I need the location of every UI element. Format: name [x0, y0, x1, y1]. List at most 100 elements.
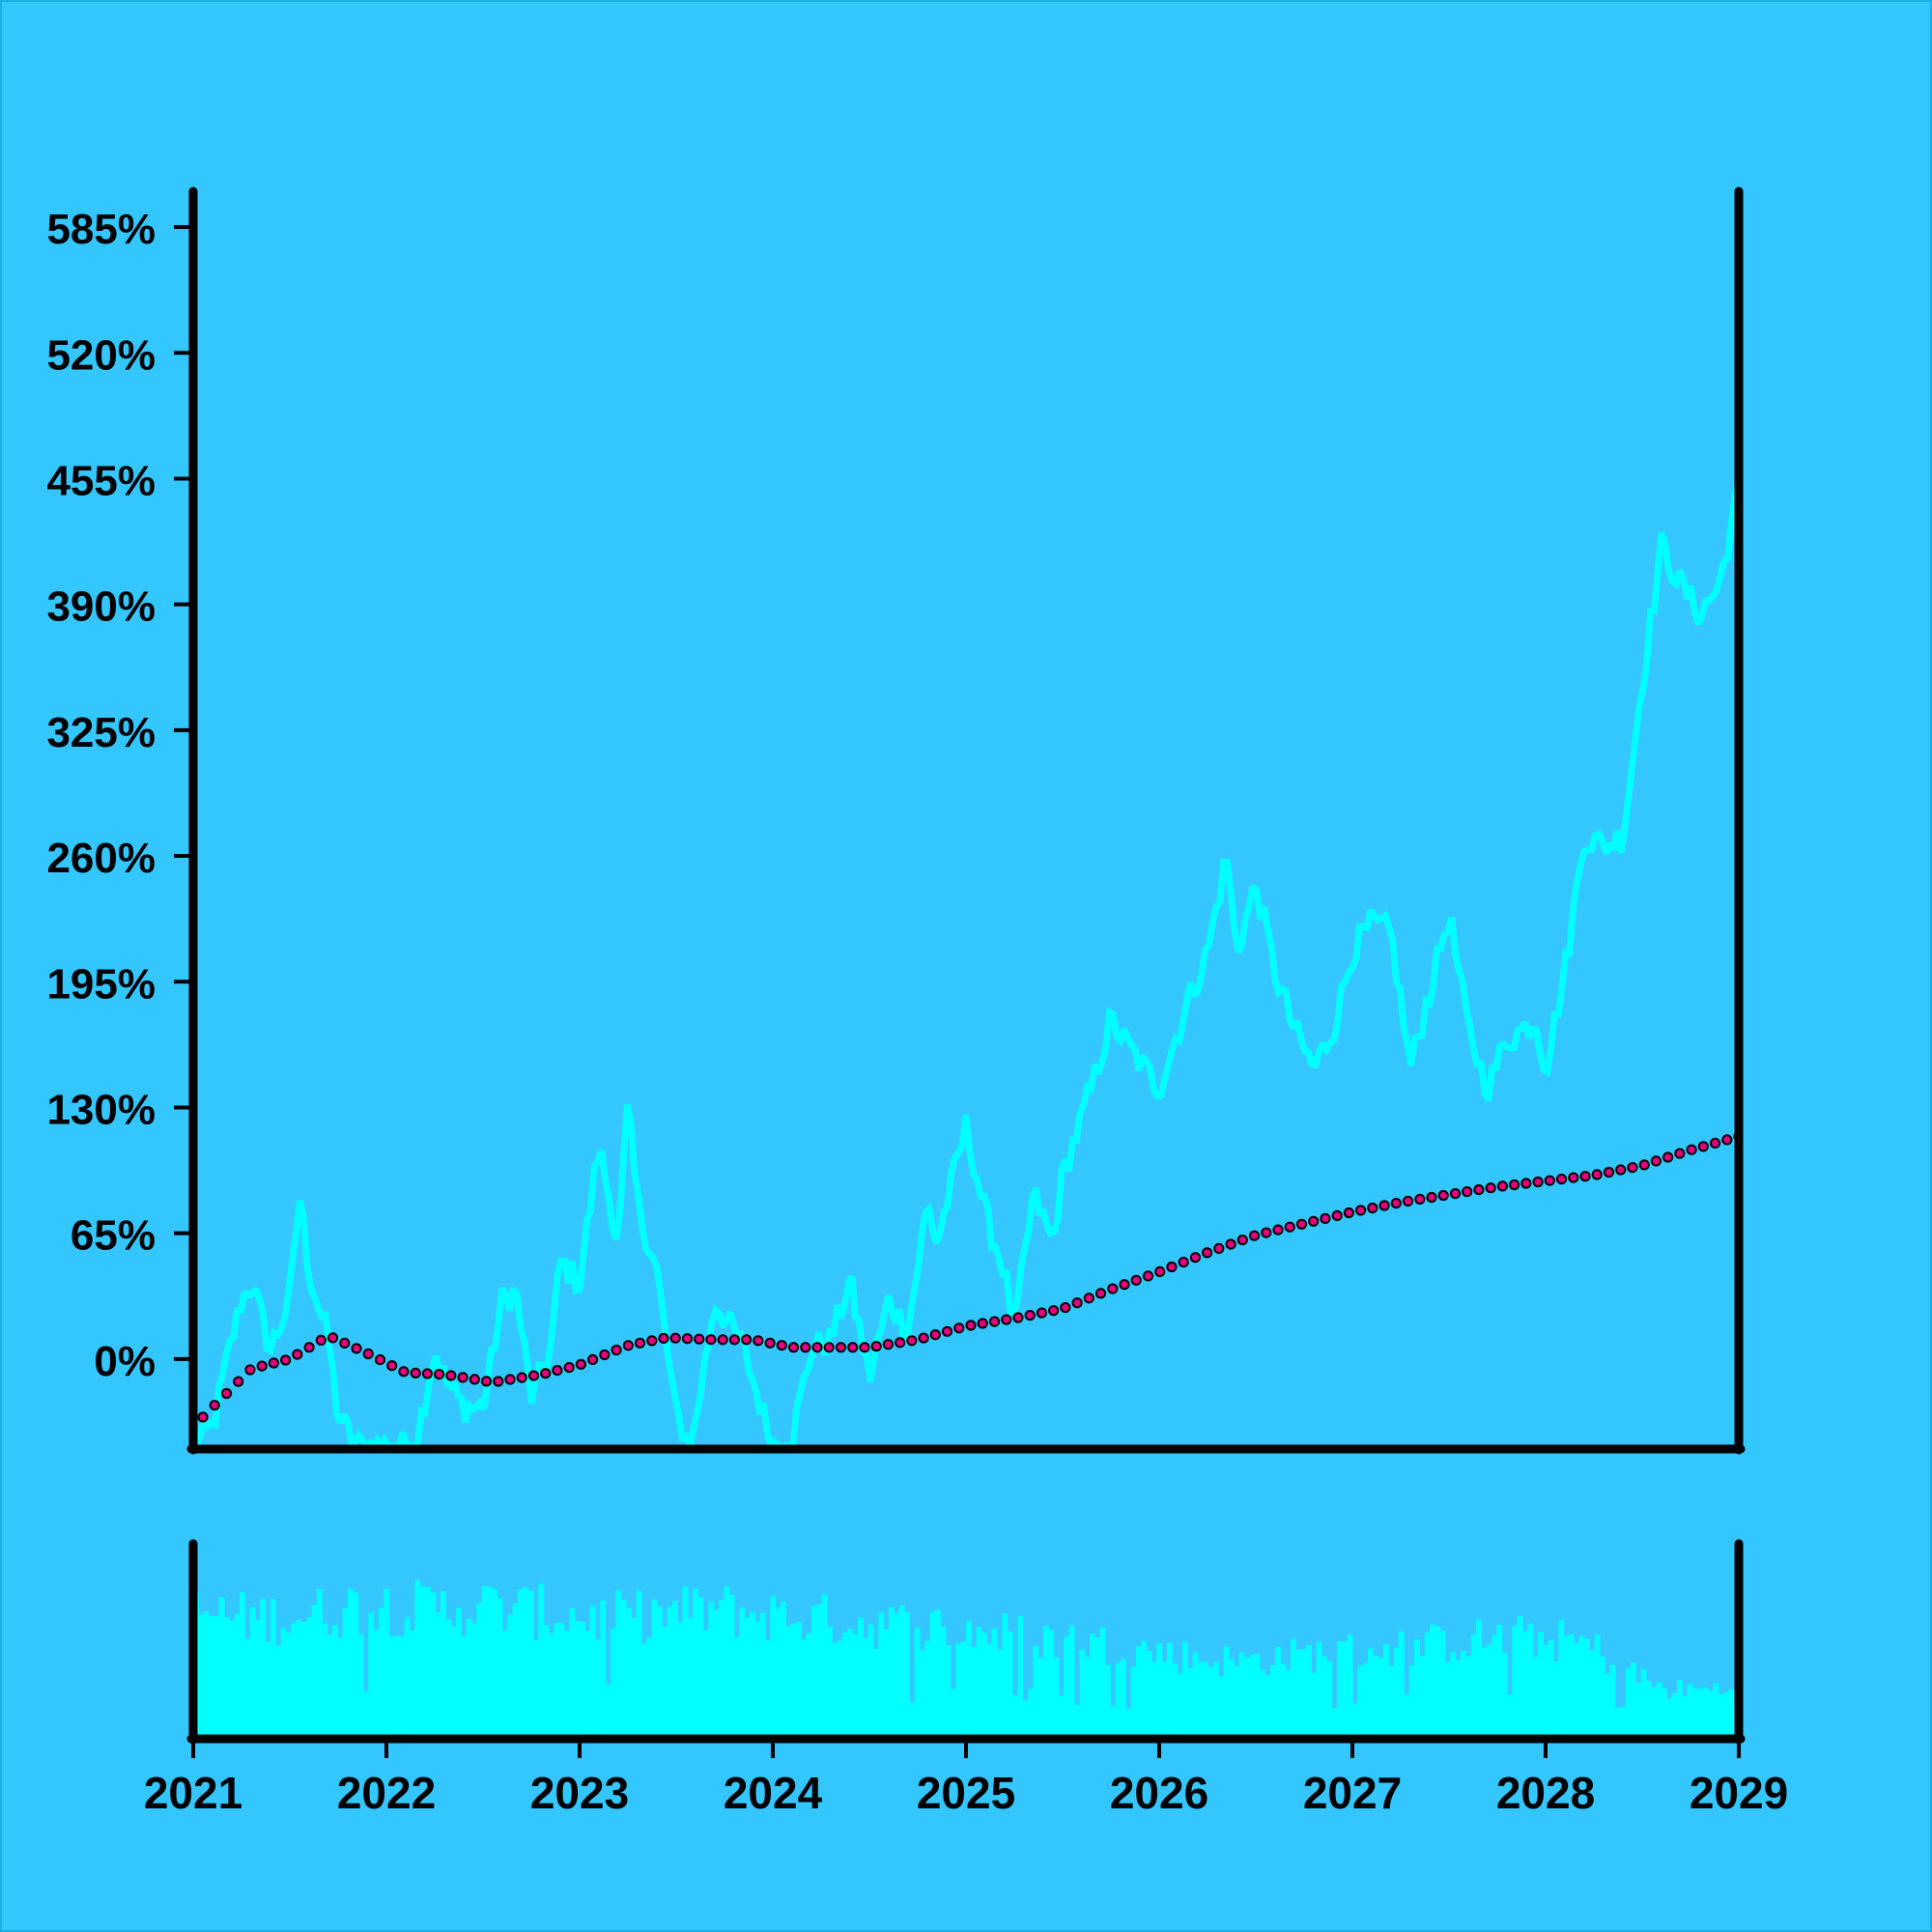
- moving-average-point: [1520, 1178, 1532, 1189]
- volume-bar: [672, 1601, 678, 1736]
- volume-bar: [703, 1630, 709, 1736]
- volume-bar: [1687, 1683, 1693, 1736]
- volume-bar: [1208, 1667, 1214, 1736]
- volume-bar: [873, 1648, 879, 1736]
- volume-bar: [425, 1586, 431, 1736]
- price-panel: 0% 65% 130% 195% 260% 325% 390% 455% 520% 585%: [46, 186, 1746, 1455]
- moving-average-point: [197, 1411, 209, 1423]
- moving-average-point: [717, 1334, 728, 1346]
- volume-bar: [507, 1614, 514, 1736]
- volume-bar: [641, 1643, 647, 1736]
- volume-bar: [827, 1627, 833, 1736]
- volume-bar: [1306, 1645, 1312, 1736]
- volume-bar: [765, 1640, 771, 1736]
- volume-bar: [883, 1629, 890, 1736]
- moving-average-point: [1189, 1252, 1202, 1264]
- moving-average-point: [1343, 1207, 1355, 1219]
- volume-bar: [600, 1600, 607, 1736]
- volume-bar: [255, 1620, 261, 1736]
- moving-average-point: [1202, 1247, 1213, 1259]
- volume-bar: [1213, 1662, 1219, 1736]
- volume-bar: [631, 1617, 638, 1736]
- moving-average-point: [1390, 1198, 1402, 1209]
- moving-average-point: [1213, 1242, 1225, 1255]
- moving-average-point: [1355, 1205, 1367, 1216]
- volume-bar: [1182, 1641, 1188, 1736]
- moving-average-point: [469, 1374, 480, 1385]
- volume-bar: [1553, 1661, 1559, 1736]
- volume-bar: [1640, 1669, 1647, 1736]
- volume-bar: [1064, 1636, 1070, 1736]
- moving-average-point: [1462, 1186, 1473, 1198]
- volume-bar: [445, 1619, 452, 1736]
- volume-bar: [940, 1626, 947, 1736]
- y-tick-label: 130%: [46, 1086, 156, 1133]
- volume-bar: [986, 1643, 993, 1736]
- moving-average-point: [268, 1357, 279, 1369]
- volume-bar: [533, 1639, 539, 1736]
- volume-bar: [1414, 1639, 1420, 1736]
- volume-bar: [1151, 1662, 1157, 1736]
- moving-average-point: [1036, 1307, 1048, 1319]
- volume-bar: [920, 1650, 925, 1736]
- x-tick-label: 2023: [530, 1768, 629, 1818]
- x-tick-label: 2025: [917, 1768, 1015, 1818]
- volume-bar: [657, 1606, 663, 1736]
- volume-bar: [461, 1635, 468, 1736]
- moving-average-point: [386, 1360, 398, 1372]
- volume-bar: [1017, 1616, 1024, 1736]
- moving-average-point: [1627, 1162, 1638, 1174]
- volume-bar: [1651, 1687, 1658, 1736]
- moving-average-point: [1426, 1191, 1437, 1204]
- volume-bar: [1620, 1706, 1627, 1736]
- volume-bar: [1393, 1647, 1400, 1736]
- moving-average-point: [220, 1387, 233, 1400]
- moving-average-point: [1236, 1235, 1248, 1246]
- moving-average-point: [823, 1342, 835, 1353]
- moving-average-point: [1272, 1224, 1284, 1236]
- moving-average-point: [1130, 1274, 1142, 1286]
- moving-average-point: [929, 1329, 941, 1341]
- volume-bar: [966, 1621, 972, 1736]
- volume-bar: [1347, 1634, 1353, 1736]
- volume-bar: [1388, 1665, 1395, 1736]
- volume-bar: [852, 1634, 859, 1736]
- volume-bar: [796, 1622, 802, 1736]
- volume-bar: [1548, 1639, 1554, 1736]
- volume-bar: [218, 1597, 225, 1736]
- volume-bar: [1110, 1706, 1117, 1736]
- moving-average-point: [1284, 1221, 1295, 1233]
- moving-average-point: [1603, 1166, 1615, 1179]
- volume-bar: [322, 1623, 328, 1736]
- volume-panel: 2021 2022 2023 2024 2025 2026 2027 2028 2029: [144, 1539, 1788, 1818]
- volume-bar: [1177, 1673, 1183, 1736]
- volume-bar: [1275, 1646, 1281, 1736]
- moving-average-point: [895, 1337, 906, 1349]
- volume-bar: [523, 1587, 529, 1736]
- volume-bar: [1238, 1652, 1245, 1736]
- volume-bar: [816, 1605, 823, 1736]
- volume-bar: [1558, 1619, 1565, 1736]
- moving-average-point: [728, 1334, 741, 1346]
- y-tick-label: 455%: [46, 457, 156, 504]
- volume-bar: [311, 1605, 318, 1736]
- moving-average-point: [741, 1334, 753, 1346]
- volume-bar: [1435, 1626, 1441, 1736]
- volume-bar: [1563, 1635, 1570, 1736]
- moving-average-point: [504, 1374, 516, 1385]
- volume-bar: [1357, 1665, 1364, 1736]
- volume-bar: [914, 1628, 921, 1736]
- volume-bar: [867, 1624, 874, 1736]
- volume-bar: [1048, 1630, 1055, 1736]
- moving-average-point: [611, 1345, 622, 1356]
- volume-bar: [1321, 1656, 1327, 1736]
- volume-bar: [388, 1636, 395, 1736]
- volume-bar: [1249, 1655, 1256, 1736]
- volume-bar: [1053, 1657, 1060, 1736]
- volume-bar: [249, 1606, 256, 1736]
- moving-average-point: [811, 1342, 823, 1353]
- volume-bar: [1522, 1631, 1528, 1736]
- volume-bar: [991, 1629, 998, 1736]
- volume-bar: [1326, 1661, 1333, 1736]
- volume-bar: [1507, 1693, 1513, 1736]
